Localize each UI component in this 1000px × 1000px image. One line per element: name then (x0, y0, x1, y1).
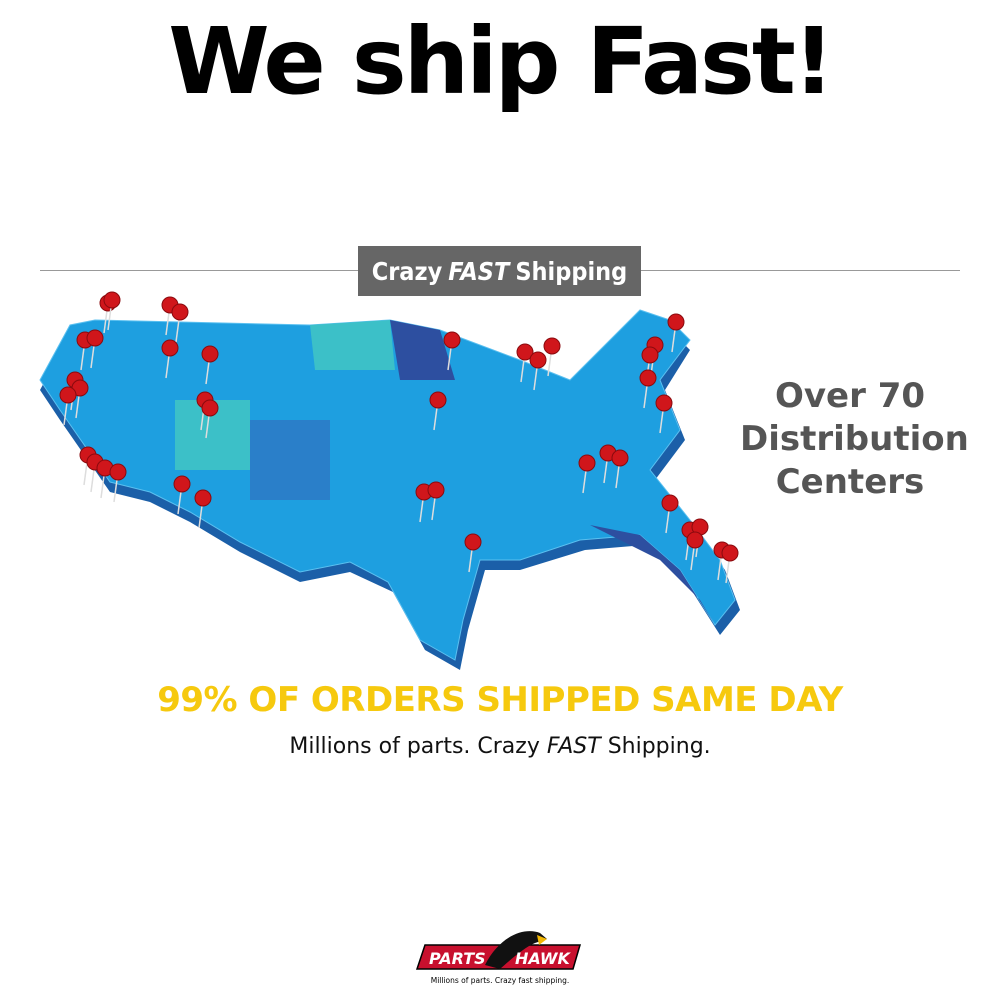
location-pin-icon (578, 454, 596, 472)
location-pin-icon (86, 329, 104, 347)
location-pin-icon (103, 291, 121, 309)
tagline-3: Shipping. (607, 734, 711, 759)
location-pin-icon (543, 337, 561, 355)
state-region (250, 420, 330, 500)
pin-layer (59, 291, 739, 584)
location-pin-icon (639, 369, 657, 387)
side-line-2: Distribution (740, 419, 969, 459)
location-pin-icon (661, 494, 679, 512)
logo-brand-right: HAWK (515, 949, 572, 968)
location-pin-icon (59, 386, 77, 404)
location-pin-icon (667, 313, 685, 331)
location-pin-icon (201, 399, 219, 417)
state-region (310, 320, 395, 370)
state-region (175, 400, 250, 470)
state-region (390, 320, 455, 380)
distribution-centers-text: Over 70 Distribution Centers (740, 375, 969, 504)
location-pin-icon (655, 394, 673, 412)
side-line-1: Over 70 (774, 376, 926, 416)
location-pin-icon (686, 531, 704, 549)
banner-text-1: Crazy (371, 256, 443, 286)
location-pin-icon (529, 351, 547, 369)
location-pin-icon (464, 533, 482, 551)
location-pin-icon (443, 331, 461, 349)
us-distribution-map (39, 291, 740, 670)
side-line-3: Centers (775, 462, 925, 502)
location-pin-icon (721, 544, 739, 562)
location-pin-icon (611, 449, 629, 467)
logo-slogan: Millions of parts. Crazy fast shipping. (431, 976, 570, 985)
location-pin-icon (516, 343, 534, 361)
tagline: Millions of parts. Crazy FAST Shipping. (0, 734, 1000, 759)
location-pin-icon (173, 475, 191, 493)
location-pin-icon (201, 345, 219, 363)
page-title: We ship Fast! (168, 8, 835, 115)
location-pin-icon (194, 489, 212, 507)
location-pin-icon (427, 481, 445, 499)
location-pin-icon (109, 463, 127, 481)
location-pin-icon (429, 391, 447, 409)
location-pin-icon (641, 346, 659, 364)
banner-text-3: Shipping (515, 256, 628, 286)
tagline-1: Millions of parts. Crazy (289, 734, 540, 759)
shipping-banner: Crazy FAST Shipping (358, 246, 641, 296)
tagline-2: FAST (546, 734, 601, 759)
banner-text-2: FAST (448, 256, 510, 286)
location-pin-icon (161, 339, 179, 357)
parts-hawk-logo: PARTS HAWK Millions of parts. Crazy fast… (415, 931, 581, 985)
same-day-headline: 99% OF ORDERS SHIPPED SAME DAY (157, 680, 843, 720)
location-pin-icon (171, 303, 189, 321)
logo-brand-left: PARTS (429, 949, 486, 968)
